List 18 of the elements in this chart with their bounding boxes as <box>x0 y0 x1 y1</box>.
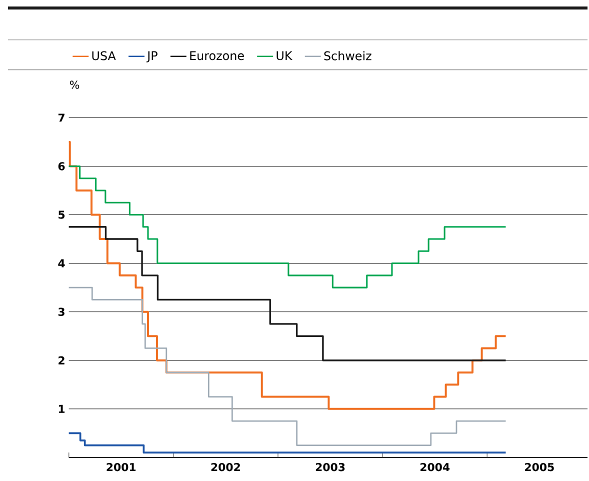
x-tick-label: 2005 <box>525 463 554 472</box>
x-tick-label: 2002 <box>211 463 240 472</box>
y-tick-label: 6 <box>58 162 65 170</box>
x-tick-label: 2004 <box>420 463 450 472</box>
y-tick-label: 7 <box>58 114 64 122</box>
y-axis-title: % <box>70 80 80 90</box>
x-tick-label: 2003 <box>316 463 345 472</box>
legend-label: JP <box>146 51 158 62</box>
legend-label: Eurozone <box>190 51 244 60</box>
legend-label: Schweiz <box>324 51 372 60</box>
y-tick-label: 2 <box>58 356 64 365</box>
legend-label: USA <box>92 51 116 60</box>
y-tick-label: 1 <box>58 405 65 413</box>
legend-label: UK <box>276 51 293 60</box>
x-tick-label: 2001 <box>106 463 136 472</box>
y-tick-label: 3 <box>58 308 64 316</box>
y-tick-label: 4 <box>58 259 65 268</box>
y-tick-label: 5 <box>58 210 65 219</box>
